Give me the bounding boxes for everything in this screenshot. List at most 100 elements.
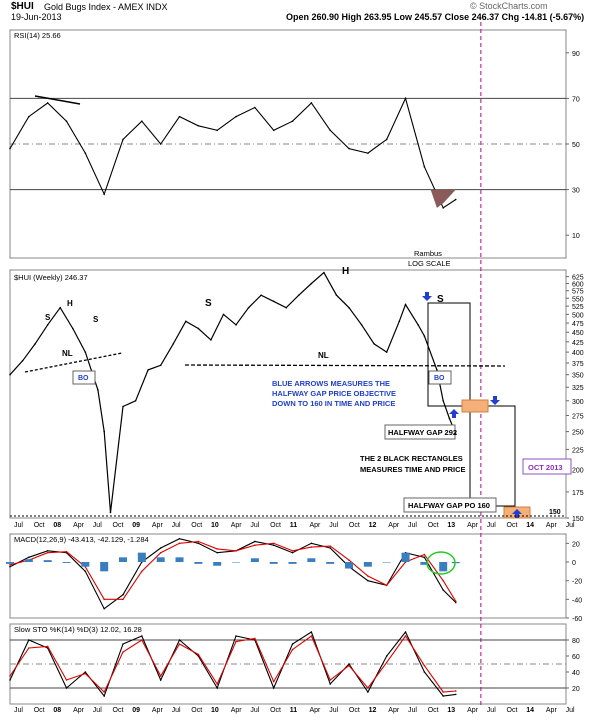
rsi-ytick-label: 90 [572,51,580,58]
macd-histogram-bar [307,558,316,562]
oct-2013-box [522,458,572,475]
x-axis-label: Jul [566,522,575,529]
price-ytick-label: 275 [572,413,584,420]
sto-data-point [254,637,256,640]
price-data-point [272,300,275,303]
rectangles-note-1: THE 2 BLACK RECTANGLES [360,454,463,463]
price-ytick-label: 450 [572,330,584,337]
price-ytick-label: 400 [572,350,584,357]
macd-histogram-bar [382,562,391,563]
pattern-label-head-2: H [342,266,349,277]
x-axis-label: 11 [290,522,298,529]
rsi-data-point [9,147,11,150]
sto-data-point [454,690,457,692]
sto-data-point [103,691,105,693]
x-axis-label: 14 [526,522,534,529]
sto-data-point [310,631,313,633]
rsi-data-point [46,102,49,104]
macd-histogram-bar [194,562,203,564]
sto-data-point [159,675,162,677]
macd-data-point [141,570,143,573]
sto-data-point [310,635,313,637]
macd-data-point [65,550,68,553]
x-axis-label: Oct [270,522,281,529]
pattern-label-right-shoulder: S [93,315,99,324]
price-data-point [159,364,162,367]
sto-data-point [291,648,294,651]
breakout-label-left: BO [78,375,89,382]
macd-data-point [216,548,218,550]
price-ytick-label: 375 [572,361,584,368]
x-axis-label: Oct [113,522,124,529]
price-ytick-label: 575 [572,289,584,296]
measure-rectangle-1 [427,302,471,407]
x-axis-label: Jul [250,522,259,529]
x-axis-label: Jul [14,522,23,529]
x-axis-label: Oct [349,707,360,714]
rsi-ytick-label: 50 [572,142,580,149]
x-axis-label: Oct [507,707,518,714]
sto-data-point [46,645,49,648]
sto-ytick-label: 20 [572,686,580,693]
macd-data-point [197,542,200,545]
x-axis-label: Jul [408,707,417,714]
price-data-point [348,306,350,309]
macd-histogram-bar [363,562,372,567]
sto-data-point [65,679,68,681]
blue-arrow-up-1 [449,409,459,418]
sto-data-point [178,639,181,641]
macd-data-point [254,540,256,543]
x-axis-label: Jul [14,707,23,714]
price-data-point [297,294,300,297]
sto-data-point [141,635,143,637]
macd-data-point [9,564,11,566]
macd-data-point [178,542,181,545]
x-axis-label: Oct [191,707,202,714]
macd-histogram-bar [250,558,259,562]
neckline-label: NL [62,349,73,358]
price-data-point [323,271,325,274]
price-data-point [360,324,363,326]
price-data-point [172,343,175,345]
chart-index-name: Gold Bugs Index - AMEX INDX [44,2,168,12]
halfway-gap-po-box [403,497,497,513]
sto-data-point [103,695,105,697]
neckline-right [184,364,506,367]
macd-histogram-bar [269,562,278,564]
sto-data-point [122,643,124,645]
rsi-data-point [329,129,331,132]
sto-data-point [404,631,407,633]
rsi-data-point [348,147,350,150]
price-data-point [247,306,250,309]
macd-data-point [84,570,87,573]
macd-histogram-bar [420,562,429,565]
x-axis-label: 12 [369,522,377,529]
x-axis-label: Oct [428,522,439,529]
x-axis-label: Jul [329,707,338,714]
price-ytick-label: 150 [572,516,584,523]
price-ytick-label: 600 [572,282,584,289]
macd-histogram-bar [345,562,354,569]
rsi-trendline [34,95,81,105]
x-axis-label: Apr [231,522,243,529]
x-axis-label: Oct [428,707,439,714]
sto-data-point [454,693,457,696]
sto-data-point [65,687,68,689]
sto-panel-title: Slow STO %K(14) %D(3) 12.02, 16.28 [14,625,142,634]
sto-ytick-label: 60 [572,654,580,661]
neckline-left [24,352,123,373]
sto-data-point [442,691,444,693]
rsi-data-point [423,166,426,168]
x-axis-label: Apr [388,707,400,714]
price-data-point [235,324,237,326]
macd-data-point [28,556,30,559]
macd-panel-frame [9,533,567,619]
chart-date: 19-Jun-2013 [11,12,62,22]
x-axis-label: 09 [132,522,140,529]
oct-2013-label: OCT 2013 [528,463,563,472]
macd-ytick-label: -60 [572,616,582,623]
macd-data-point [423,553,426,556]
price-ytick-label: 325 [572,385,584,392]
price-data-point [398,320,401,323]
